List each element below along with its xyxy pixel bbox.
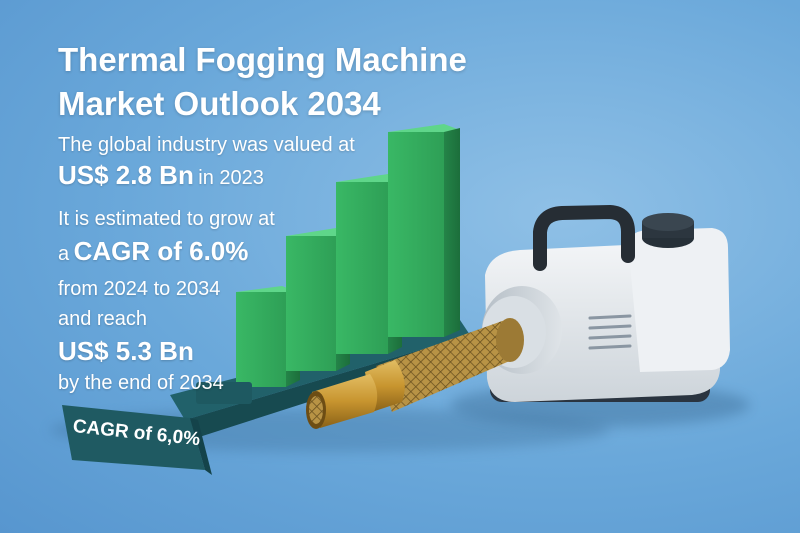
page-title: Thermal Fogging Machine Market Outlook 2… bbox=[58, 38, 498, 126]
value-2023-amount: US$ 2.8 Bn bbox=[58, 160, 194, 190]
value-2023-suffix: in 2023 bbox=[198, 167, 264, 189]
period-text: from 2024 to 2034 bbox=[58, 278, 221, 300]
fogging-machine-illustration bbox=[306, 204, 750, 429]
grow-text: It is estimated to grow at bbox=[58, 208, 275, 230]
reach-text: and reach bbox=[58, 308, 147, 330]
valued-text: The global industry was valued at bbox=[58, 134, 355, 156]
bar-4 bbox=[388, 124, 460, 337]
bar-chart-illustration bbox=[196, 124, 460, 404]
value-2034-amount: US$ 5.3 Bn bbox=[58, 336, 194, 366]
cagr-value: CAGR of 6.0% bbox=[73, 236, 249, 266]
end-text: by the end of 2034 bbox=[58, 372, 224, 394]
title-line-2: Market Outlook 2034 bbox=[58, 85, 381, 122]
title-line-1: Thermal Fogging Machine bbox=[58, 41, 467, 78]
cagr-prefix: a bbox=[58, 243, 70, 265]
cagr-line: a CAGR of 6.0% bbox=[58, 236, 248, 267]
value-2023-line: US$ 2.8 Bn in 2023 bbox=[58, 160, 264, 191]
